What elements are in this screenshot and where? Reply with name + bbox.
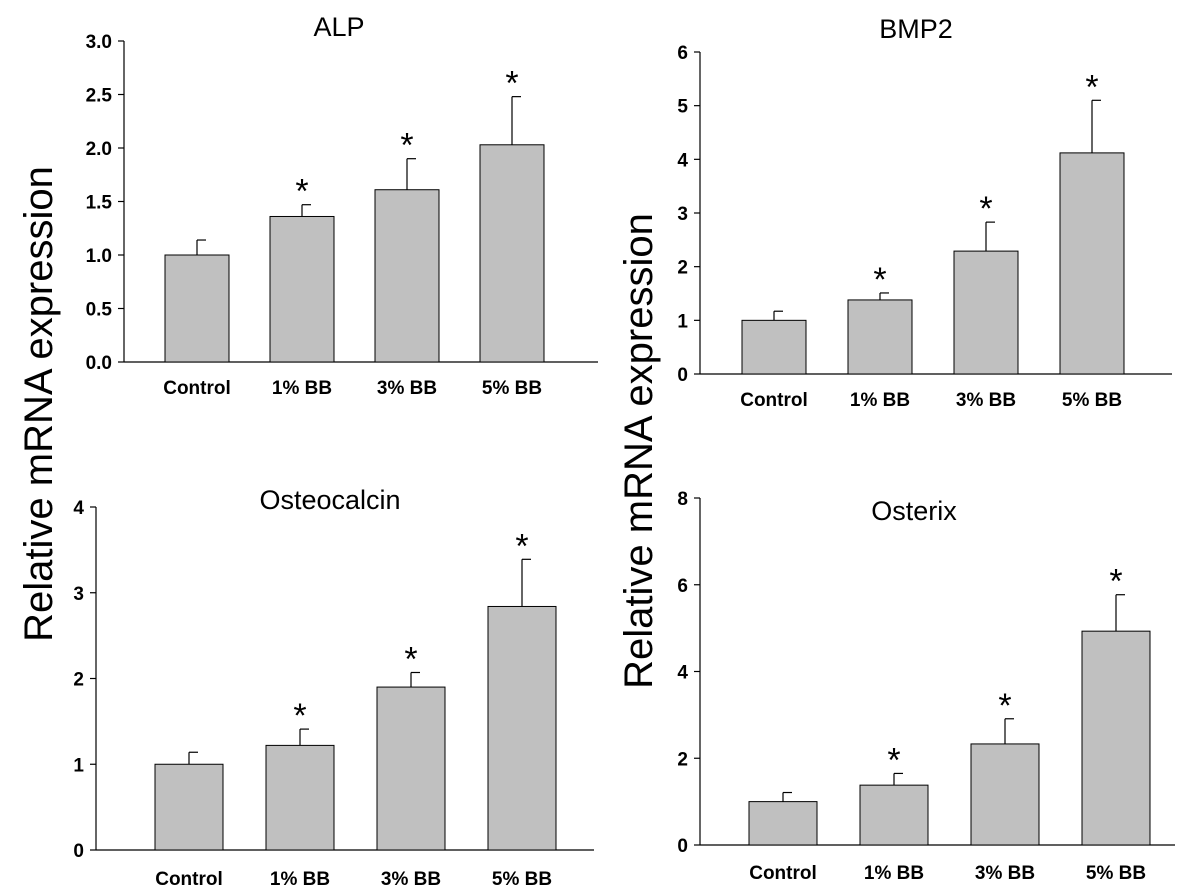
x-tick-label: Control — [163, 378, 231, 399]
bar-2 — [847, 299, 913, 375]
bar-1 — [748, 801, 818, 846]
y-tick-label: 3 — [677, 204, 688, 225]
bar-1 — [154, 763, 224, 851]
bar-1 — [164, 254, 230, 363]
significance-marker: * — [1109, 563, 1122, 601]
y-tick-label: 6 — [677, 576, 688, 597]
bar-4 — [479, 144, 545, 363]
x-tick-label: Control — [155, 869, 223, 889]
x-tick-label: 5% BB — [482, 378, 542, 399]
x-tick-label: 5% BB — [492, 869, 552, 889]
significance-marker: * — [1085, 68, 1098, 106]
x-tick-label: 3% BB — [975, 863, 1035, 884]
x-tick-label: 5% BB — [1086, 863, 1146, 884]
significance-marker: * — [515, 527, 528, 565]
x-tick-label: 1% BB — [272, 378, 332, 399]
y-tick-label: 3.0 — [86, 32, 112, 53]
x-tick-label: 3% BB — [377, 378, 437, 399]
y-tick-label: 2.5 — [86, 86, 113, 107]
y-tick-label: 3 — [73, 584, 84, 605]
x-tick-label: 5% BB — [1062, 390, 1122, 411]
bar-3 — [953, 250, 1019, 375]
y-tick-label: 4 — [73, 498, 84, 519]
y-tick-label: 8 — [677, 489, 688, 510]
bar-3 — [374, 189, 440, 363]
y-tick-label: 5 — [677, 97, 688, 118]
y-tick-label: 1.0 — [86, 246, 112, 267]
y-axis-label-right: Relative mRNA expression — [617, 213, 661, 689]
chart-panel-osteocalcin: Osteocalcin 0 1 2 3 4 Control * 1% BB * 3% BB * 5% B… — [73, 485, 594, 890]
chart-title: Osteocalcin — [259, 485, 400, 515]
significance-marker: * — [505, 65, 518, 103]
y-tick-label: 0 — [677, 836, 688, 857]
significance-marker: * — [887, 741, 900, 779]
y-tick-label: 0.0 — [86, 353, 112, 374]
x-tick-label: 1% BB — [850, 390, 910, 411]
bar-2 — [859, 784, 929, 846]
significance-marker: * — [400, 127, 413, 165]
bar-1 — [741, 319, 807, 375]
bar-3 — [970, 743, 1040, 846]
y-tick-label: 1 — [73, 755, 84, 776]
chart-title: Osterix — [871, 496, 957, 526]
bar-3 — [376, 686, 446, 851]
significance-marker: * — [293, 697, 306, 735]
y-tick-label: 2 — [677, 258, 688, 279]
x-tick-label: Control — [749, 863, 817, 884]
y-tick-label: 0 — [677, 365, 688, 386]
x-tick-label: Control — [740, 390, 808, 411]
bar-2 — [269, 215, 335, 363]
y-axis-label-left: Relative mRNA expression — [17, 166, 61, 642]
bar-4 — [1059, 152, 1125, 375]
significance-marker: * — [404, 640, 417, 678]
chart-panel-osterix: Osterix 0 2 4 6 8 Control * 1% BB * 3% BB * 5% BB — [677, 489, 1175, 884]
x-tick-label: 1% BB — [864, 863, 924, 884]
significance-marker: * — [873, 261, 886, 299]
significance-marker: * — [295, 173, 308, 211]
significance-marker: * — [998, 687, 1011, 725]
bar-4 — [487, 605, 557, 851]
chart-panel-alp: ALP 0.0 0.5 1.0 1.5 2.0 2.5 3.0 Control * 1% BB * 3%… — [86, 12, 598, 399]
y-tick-label: 4 — [677, 663, 688, 684]
chart-title: BMP2 — [879, 14, 953, 44]
x-tick-label: 1% BB — [270, 869, 330, 889]
bar-4 — [1081, 630, 1151, 846]
chart-panel-bmp2: BMP2 0 1 2 3 4 5 6 Control * 1% BB * 3% BB * 5% BB — [677, 14, 1172, 411]
y-tick-label: 2.0 — [86, 139, 112, 160]
chart-title: ALP — [313, 12, 364, 42]
y-tick-label: 1.5 — [86, 193, 113, 214]
x-tick-label: 3% BB — [956, 390, 1016, 411]
bar-2 — [265, 744, 335, 851]
y-tick-label: 1 — [677, 311, 688, 332]
y-tick-label: 4 — [677, 150, 688, 171]
y-tick-label: 0 — [73, 841, 84, 862]
x-tick-label: 3% BB — [381, 869, 441, 889]
y-tick-label: 0.5 — [86, 300, 113, 321]
y-tick-label: 2 — [73, 670, 84, 691]
significance-marker: * — [979, 190, 992, 228]
y-tick-label: 2 — [677, 749, 688, 770]
y-tick-label: 6 — [677, 43, 688, 64]
